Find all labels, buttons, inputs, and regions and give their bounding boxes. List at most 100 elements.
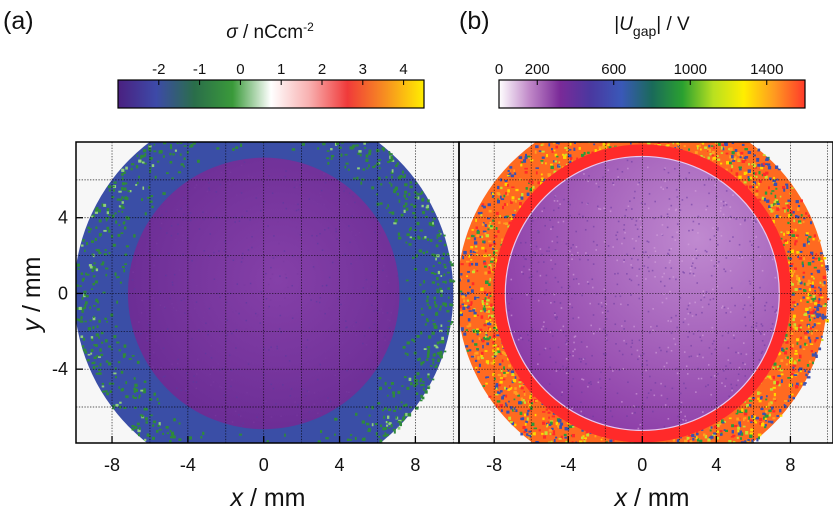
speck-b xyxy=(469,250,472,253)
inner-speck-b xyxy=(668,261,671,264)
speck-a xyxy=(82,239,85,242)
speck-b xyxy=(746,439,750,443)
inner-speck-a xyxy=(162,347,165,350)
inner-speck-b xyxy=(744,316,746,319)
speck-b xyxy=(773,200,777,203)
speck-a xyxy=(355,412,358,416)
inner-speck-b xyxy=(537,231,540,234)
speck-b xyxy=(739,410,743,413)
inner-speck-b xyxy=(687,304,690,307)
speck-b xyxy=(480,310,483,312)
speck-b xyxy=(798,328,802,331)
inner-speck-a xyxy=(348,352,351,354)
inner-speck-a xyxy=(309,337,312,340)
inner-speck-a xyxy=(337,297,339,300)
inner-speck-a xyxy=(161,214,163,216)
speck-a xyxy=(361,446,363,448)
inner-speck-a xyxy=(291,317,294,319)
speck-b xyxy=(799,367,803,371)
speck-a xyxy=(324,123,327,126)
speck-a xyxy=(449,279,453,283)
speck-b xyxy=(654,136,656,139)
speck-b xyxy=(490,225,493,228)
inner-speck-a xyxy=(198,329,200,331)
speck-a xyxy=(326,150,330,152)
speck-b xyxy=(728,417,732,420)
speck-b xyxy=(585,124,588,127)
inner-speck-b xyxy=(600,301,603,304)
inner-speck-b xyxy=(704,385,707,388)
inner-speck-b xyxy=(569,214,571,217)
speck-b xyxy=(688,444,690,446)
speck-a xyxy=(415,382,419,386)
speck-b xyxy=(785,239,787,243)
speck-a xyxy=(169,445,171,448)
speck-a xyxy=(224,454,226,457)
speck-b xyxy=(682,453,684,455)
speck-a xyxy=(364,147,367,149)
inner-speck-b xyxy=(575,368,578,371)
speck-b xyxy=(576,451,579,454)
speck-a xyxy=(115,276,119,279)
speck-b xyxy=(693,460,695,462)
speck-b xyxy=(497,384,501,387)
inner-speck-a xyxy=(273,354,275,357)
inner-speck-b xyxy=(632,405,635,408)
speck-b xyxy=(485,310,489,313)
speck-b xyxy=(463,294,467,297)
speck-b xyxy=(526,412,529,416)
speck-b xyxy=(492,345,496,347)
speck-a xyxy=(165,139,168,141)
speck-b xyxy=(578,146,581,150)
speck-a xyxy=(397,421,401,423)
inner-speck-b xyxy=(641,372,643,375)
speck-a xyxy=(88,264,92,267)
speck-b xyxy=(789,326,793,331)
inner-speck-b xyxy=(674,239,677,241)
speck-a xyxy=(142,186,145,190)
speck-b xyxy=(713,145,715,149)
y-tick-label: 0 xyxy=(58,283,68,303)
inner-speck-b xyxy=(648,331,651,334)
speck-a xyxy=(190,144,194,148)
colorbar-b-title-symbol: U xyxy=(619,14,633,35)
speck-a xyxy=(286,475,288,477)
speck-a xyxy=(172,435,176,439)
inner-speck-a xyxy=(210,357,213,359)
speck-b xyxy=(789,261,792,264)
speck-b xyxy=(811,260,815,263)
speck-a xyxy=(105,360,109,363)
speck-b xyxy=(648,454,651,457)
speck-a xyxy=(182,446,184,448)
speck-b xyxy=(645,138,648,141)
inner-speck-a xyxy=(310,299,312,301)
inner-speck-b xyxy=(513,330,516,333)
speck-b xyxy=(737,430,740,433)
inner-speck-b xyxy=(720,235,723,237)
inner-speck-b xyxy=(567,264,570,266)
inner-speck-b xyxy=(723,268,725,271)
inner-speck-b xyxy=(656,325,658,327)
speck-b xyxy=(640,450,642,453)
inner-speck-b xyxy=(565,358,568,360)
speck-b xyxy=(460,327,464,331)
speck-a xyxy=(424,323,427,326)
speck-a xyxy=(101,385,105,388)
inner-speck-b xyxy=(637,283,640,286)
speck-a xyxy=(446,332,449,335)
panel-label-b: (b) xyxy=(459,7,490,35)
speck-a xyxy=(331,121,333,123)
speck-a xyxy=(390,157,394,161)
inner-speck-b xyxy=(664,180,666,183)
speck-a xyxy=(165,425,169,429)
speck-a xyxy=(150,195,154,198)
speck-b xyxy=(463,250,467,255)
speck-b xyxy=(666,470,668,473)
inner-speck-a xyxy=(293,405,296,408)
inner-speck-b xyxy=(557,221,560,224)
speck-a xyxy=(407,413,412,417)
speck-b xyxy=(655,136,657,138)
speck-b xyxy=(520,163,523,167)
speck-b xyxy=(497,198,499,201)
inner-speck-b xyxy=(653,217,656,220)
